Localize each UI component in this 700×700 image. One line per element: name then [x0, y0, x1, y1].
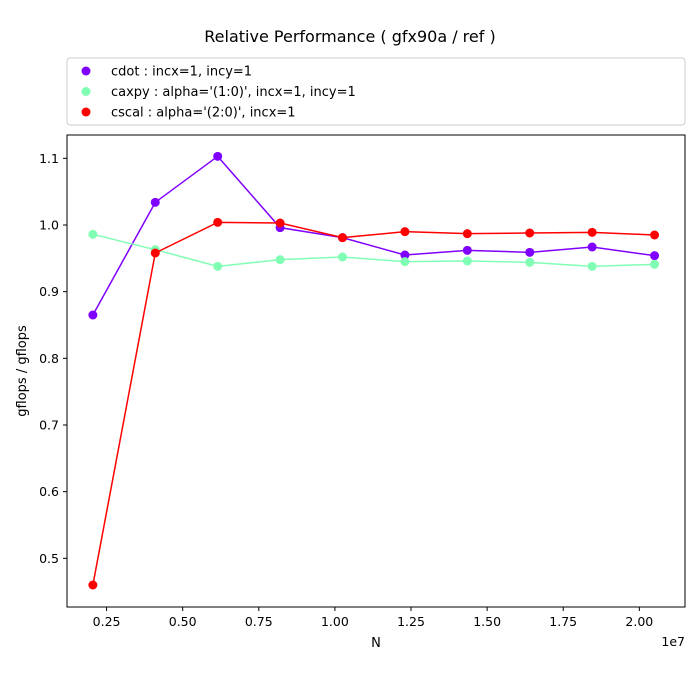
data-point [213, 217, 223, 227]
series-1 [88, 151, 660, 320]
data-point [650, 259, 660, 269]
series-line [92, 221, 655, 586]
legend-label: cscal : alpha='(2:0)', incx=1 [111, 106, 296, 121]
x-tick-label: 1.00 [321, 614, 349, 629]
data-point [650, 251, 660, 261]
data-point [150, 248, 160, 258]
legend-marker [81, 107, 91, 117]
data-point [88, 229, 98, 239]
data-point [587, 261, 597, 271]
data-point [150, 197, 160, 207]
data-point [400, 227, 410, 237]
legend-label: caxpy : alpha='(1:0)', incx=1, incy=1 [111, 85, 356, 100]
y-axis-label: gflops / gflops [15, 325, 30, 417]
data-point [88, 310, 98, 320]
x-tick-label: 0.25 [93, 614, 121, 629]
legend-box [66, 57, 686, 126]
data-point [338, 233, 348, 243]
x-axis-label: N [371, 636, 381, 651]
plot-frame [66, 134, 686, 608]
data-point [462, 256, 472, 266]
x-axis: 0.25 0.50 0.75 1.00 1.25 1.50 1.75 2.00 [93, 607, 653, 629]
data-point [275, 218, 285, 228]
x-tick-label: 1.50 [473, 614, 501, 629]
legend-label: cdot : incx=1, incy=1 [111, 65, 252, 80]
data-point [525, 257, 535, 267]
y-tick-label: 0.7 [39, 418, 59, 433]
data-point [213, 261, 223, 271]
data-point [587, 242, 597, 252]
legend: cdot : incx=1, incy=1 caxpy : alpha='(1:0… [66, 57, 686, 126]
x-tick-label: 0.50 [169, 614, 197, 629]
x-tick-label: 2.00 [625, 614, 653, 629]
data-point [650, 230, 660, 240]
legend-marker [81, 66, 91, 76]
x-tick-label: 1.25 [397, 614, 425, 629]
data-point [400, 250, 410, 260]
data-point [400, 257, 410, 267]
data-point [587, 227, 597, 237]
data-point [88, 580, 98, 590]
y-tick-label: 0.5 [39, 551, 59, 566]
series-line [92, 155, 655, 316]
data-point [462, 245, 472, 255]
data-point [525, 228, 535, 238]
series-layer [88, 151, 660, 590]
data-point [275, 255, 285, 265]
y-tick-label: 1.0 [39, 218, 59, 233]
data-point [213, 151, 223, 161]
y-tick-label: 0.6 [39, 484, 59, 499]
y-axis: 0.5 0.6 0.7 0.8 0.9 1.0 1.1 [39, 151, 67, 566]
data-point [462, 229, 472, 239]
x-tick-label: 1.75 [549, 614, 577, 629]
series-3 [88, 217, 660, 590]
y-tick-label: 0.9 [39, 284, 59, 299]
legend-marker [81, 87, 91, 96]
x-offset-label: 1e7 [661, 634, 685, 649]
data-point [525, 247, 535, 257]
chart-title: Relative Performance ( gfx90a / ref ) [204, 27, 495, 46]
y-tick-label: 1.1 [39, 151, 59, 166]
y-tick-label: 0.8 [39, 351, 59, 366]
series-2 [88, 229, 660, 271]
data-point [338, 252, 348, 262]
series-line [92, 233, 655, 268]
x-tick-label: 0.75 [245, 614, 273, 629]
